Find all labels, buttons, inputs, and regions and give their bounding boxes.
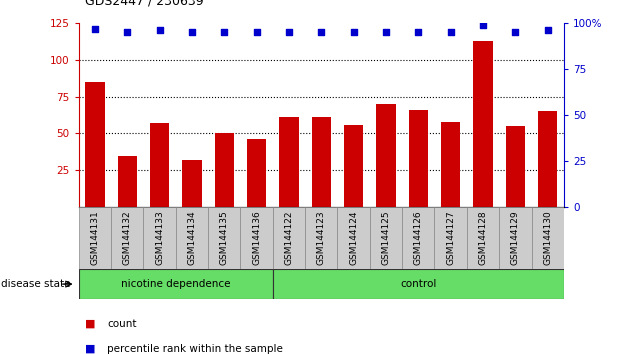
Point	[90, 26, 100, 32]
Text: ■: ■	[85, 344, 96, 354]
Bar	[144, 207, 176, 269]
Text: GSM144130: GSM144130	[543, 211, 552, 266]
Bar	[79, 269, 273, 299]
Bar	[506, 126, 525, 207]
Bar	[208, 207, 241, 269]
Text: GSM144126: GSM144126	[414, 211, 423, 266]
Bar	[150, 123, 169, 207]
Bar	[279, 117, 299, 207]
Bar	[182, 160, 202, 207]
Text: GSM144128: GSM144128	[479, 211, 488, 266]
Text: GSM144133: GSM144133	[155, 211, 164, 266]
Text: ■: ■	[85, 319, 96, 329]
Point	[478, 22, 488, 28]
Point	[187, 29, 197, 35]
Text: GSM144131: GSM144131	[91, 211, 100, 266]
Bar	[441, 122, 461, 207]
Point	[122, 29, 132, 35]
Bar	[376, 104, 396, 207]
Point	[510, 29, 520, 35]
Point	[316, 29, 326, 35]
Bar	[305, 207, 338, 269]
Bar	[370, 207, 402, 269]
Bar	[215, 133, 234, 207]
Point	[413, 29, 423, 35]
Bar	[85, 82, 105, 207]
Bar	[473, 41, 493, 207]
Bar	[247, 139, 266, 207]
Text: control: control	[400, 279, 437, 289]
Bar	[312, 117, 331, 207]
Bar	[344, 125, 364, 207]
Text: GSM144122: GSM144122	[285, 211, 294, 265]
Text: GSM144136: GSM144136	[252, 211, 261, 266]
Text: GSM144129: GSM144129	[511, 211, 520, 266]
Point	[542, 28, 553, 33]
Bar	[79, 207, 111, 269]
Text: GSM144123: GSM144123	[317, 211, 326, 266]
Point	[381, 29, 391, 35]
Bar	[111, 207, 144, 269]
Bar	[273, 269, 564, 299]
Bar	[241, 207, 273, 269]
Text: disease state: disease state	[1, 279, 70, 289]
Text: GSM144124: GSM144124	[349, 211, 358, 265]
Point	[154, 28, 164, 33]
Bar	[273, 207, 305, 269]
Point	[348, 29, 358, 35]
Text: percentile rank within the sample: percentile rank within the sample	[107, 344, 283, 354]
Point	[219, 29, 229, 35]
Text: count: count	[107, 319, 137, 329]
Text: GSM144125: GSM144125	[382, 211, 391, 266]
Bar	[499, 207, 532, 269]
Bar	[402, 207, 435, 269]
Bar	[118, 155, 137, 207]
Bar	[435, 207, 467, 269]
Text: GSM144132: GSM144132	[123, 211, 132, 266]
Point	[284, 29, 294, 35]
Bar	[538, 112, 558, 207]
Bar	[467, 207, 499, 269]
Text: GDS2447 / 230639: GDS2447 / 230639	[85, 0, 203, 7]
Point	[251, 29, 261, 35]
Text: GSM144135: GSM144135	[220, 211, 229, 266]
Bar	[532, 207, 564, 269]
Bar	[409, 110, 428, 207]
Text: nicotine dependence: nicotine dependence	[121, 279, 231, 289]
Point	[445, 29, 455, 35]
Bar	[176, 207, 208, 269]
Text: GSM144127: GSM144127	[446, 211, 455, 266]
Bar	[338, 207, 370, 269]
Text: GSM144134: GSM144134	[188, 211, 197, 266]
